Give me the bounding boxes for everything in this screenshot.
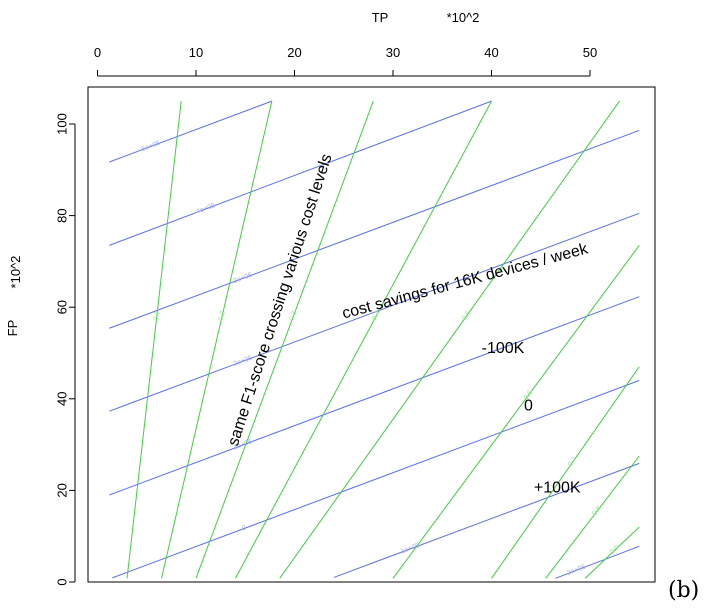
annotation-text: +100K (534, 480, 581, 497)
series-layer (109, 100, 640, 579)
y-tick-label: 0 (55, 578, 70, 585)
cost-contour-line (109, 129, 640, 329)
f1-contour-line (392, 245, 640, 579)
cost-contour-line (109, 100, 273, 163)
cost-contour-label: -5e+05 (138, 140, 161, 154)
y-axis-title: FP (5, 320, 20, 337)
x-tick-label: 30 (386, 45, 400, 60)
f1-contour-line (195, 100, 374, 579)
x-axis: 0 10 20 30 40 50 (94, 45, 597, 77)
cost-contour-label: 1e+05 (400, 542, 421, 555)
cost-contour-label: -3e+05 (230, 272, 253, 286)
f1-contour-label: 0.7 (567, 456, 578, 468)
y-axis: 0 20 40 60 80 100 (55, 113, 76, 586)
cost-contour-label: 2e+05 (566, 564, 587, 578)
f1-contour-label: 0.5 (461, 310, 472, 322)
y-axis-multiplier: *10^2 (8, 256, 23, 289)
y-tick-label: 80 (55, 208, 70, 222)
annotation-text: 0 (524, 397, 533, 414)
x-tick-label: 50 (583, 45, 597, 60)
cost-contour-line (109, 212, 640, 412)
f1-contour-label: 0.6 (523, 389, 534, 401)
f1-contour-line (234, 100, 492, 579)
f1-contour-line (545, 455, 640, 579)
cost-contour-line (555, 545, 640, 579)
f1-contour-line (279, 100, 620, 579)
f1-contour-line (491, 366, 640, 579)
contour-label-layer: -5e+05-4e+05-3e+05-2e+05-1e+0501e+052e+0… (138, 140, 620, 577)
f1-contour-label: 0.9 (609, 544, 621, 556)
cost-contour-line (112, 380, 640, 579)
y-tick-label: 100 (55, 113, 70, 135)
f1-contour-label: 0.2 (218, 310, 227, 321)
f1-contour-line (584, 526, 640, 579)
x-axis-multiplier: *10^2 (447, 10, 480, 25)
cost-contour-label: -4e+05 (193, 202, 216, 216)
cost-contour-label: 0 (241, 525, 247, 533)
cost-contour-line (109, 296, 640, 496)
f1-contour-label: 0.3 (289, 310, 299, 322)
annotation-layer: same F1-score crossing various cost leve… (225, 152, 591, 497)
panel-label: (b) (668, 578, 699, 603)
f1-contour-label: 0.8 (591, 505, 603, 517)
x-tick-label: 0 (94, 45, 101, 60)
plot-frame (87, 86, 656, 583)
f1-contour-line (161, 100, 273, 579)
annotation-text: -100K (482, 340, 525, 357)
y-tick-label: 20 (55, 483, 70, 497)
cost-contour-line (333, 462, 640, 578)
x-tick-label: 20 (287, 45, 301, 60)
f1-contour-label: 0.1 (153, 311, 161, 322)
cost-contour-line (109, 100, 492, 246)
f1-contour-line (126, 101, 182, 579)
x-tick-label: 10 (189, 45, 203, 60)
y-tick-label: 60 (55, 300, 70, 314)
y-tick-label: 40 (55, 392, 70, 406)
x-tick-label: 40 (484, 45, 498, 60)
f1-contour-label: 0.4 (371, 310, 382, 322)
x-axis-title: TP (372, 10, 389, 25)
annotation-text: same F1-score crossing various cost leve… (225, 152, 336, 448)
